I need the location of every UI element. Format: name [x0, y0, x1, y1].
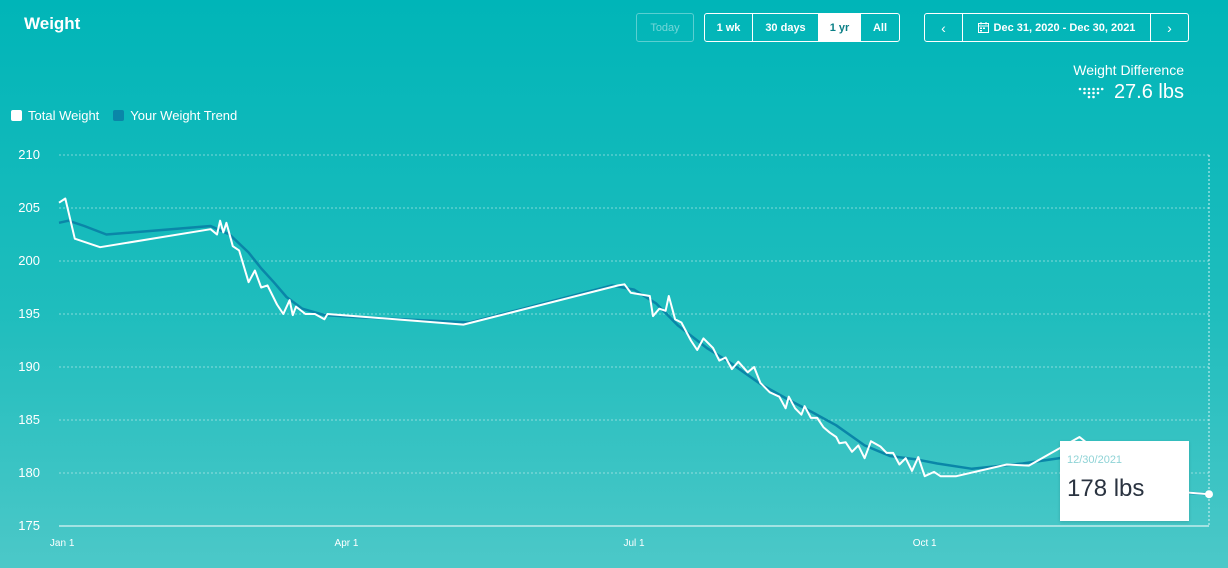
weight-difference: 27.6 lbs [1078, 81, 1184, 104]
tooltip-date: 12/30/2021 [1067, 454, 1123, 466]
today-button[interactable]: Today [636, 13, 694, 42]
y-tick-label: 200 [18, 253, 40, 268]
legend-label-weight-trend: Your Weight Trend [130, 108, 238, 123]
series-line-weight-trend [58, 219, 1210, 496]
legend-swatch-weight-trend [113, 110, 125, 121]
range-1yr-button[interactable]: 1 yr [819, 14, 861, 41]
y-tick-label: 180 [18, 465, 40, 480]
y-tick-label: 195 [18, 306, 40, 321]
date-range-picker: ‹ Dec 31, 2020 - Dec 30, 2021 › [924, 13, 1189, 42]
page-title: Weight [24, 14, 81, 33]
fitbit-logo-icon [1078, 87, 1104, 98]
x-tick-label: Apr 1 [335, 538, 359, 549]
x-tick-label: Jan 1 [50, 538, 75, 549]
y-tick-label: 190 [18, 359, 40, 374]
legend-label-total-weight: Total Weight [28, 108, 100, 123]
range-30days-button[interactable]: 30 days [753, 14, 819, 41]
weight-difference-value: 27.6 lbs [1113, 81, 1184, 103]
last-point-marker [1205, 490, 1213, 499]
x-tick-label: Oct 1 [913, 538, 937, 549]
range-all-button[interactable]: All [872, 21, 888, 34]
legend-item-weight-trend[interactable]: Your Weight Trend [113, 108, 237, 123]
date-range-button[interactable]: Dec 31, 2020 - Dec 30, 2021 [962, 14, 1151, 41]
weight-difference-label: Weight Difference [1073, 62, 1184, 78]
chevron-left-icon[interactable]: ‹ [941, 19, 946, 36]
y-tick-label: 175 [18, 518, 40, 533]
range-selector: 1 wk 30 days 1 yr All [704, 13, 900, 42]
range-1wk-button[interactable]: 1 wk [705, 14, 753, 41]
date-range-label: Dec 31, 2020 - Dec 30, 2021 [993, 21, 1136, 34]
legend-swatch-total-weight [11, 110, 22, 121]
chevron-right-icon[interactable]: › [1167, 19, 1172, 36]
chart-tooltip: 12/30/2021 178 lbs [1060, 441, 1189, 521]
x-tick-label: Jul 1 [623, 538, 645, 549]
y-tick-label: 205 [18, 200, 40, 215]
calendar-icon [977, 22, 989, 33]
y-tick-label: 185 [18, 412, 40, 427]
series-line-total-weight [58, 197, 1210, 496]
chart-legend: Total Weight Your Weight Trend [11, 108, 237, 123]
y-tick-label: 210 [18, 147, 40, 162]
legend-item-total-weight[interactable]: Total Weight [11, 108, 99, 123]
tooltip-value: 178 lbs [1067, 475, 1145, 502]
